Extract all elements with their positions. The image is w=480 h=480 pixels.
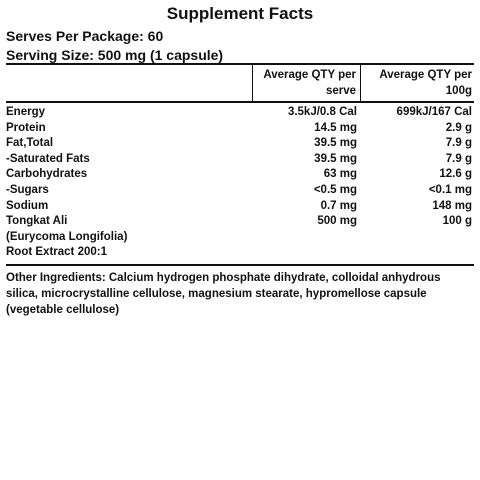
per-100g-value: 7.9 g: [445, 152, 472, 165]
table-row: -Sugars <0.5 mg <0.1 mg: [6, 183, 474, 199]
per-100g-value: 7.9 g: [445, 137, 472, 150]
per-serve-value: 39.5 mg: [314, 152, 357, 165]
per-100g-value: [361, 245, 474, 261]
nutrient-table: Energy 3.5kJ/0.8 Cal 699kJ/167 Cal Prote…: [6, 103, 474, 266]
per-serve-value: <0.5 mg: [313, 183, 357, 196]
table-row: Tongkat Ali 500 mg 100 g: [6, 214, 474, 230]
nutrient-name: Root Extract 200:1: [6, 246, 107, 259]
per-100g-value: <0.1 mg: [428, 183, 472, 196]
nutrient-name: Tongkat Ali: [6, 215, 68, 228]
table-row: Fat,Total 39.5 mg 7.9 g: [6, 136, 474, 152]
per-100g-value: [361, 230, 474, 246]
nutrient-name: Fat,Total: [6, 137, 54, 150]
per-serve-value: 0.7 mg: [320, 199, 357, 212]
table-row: Root Extract 200:1: [6, 245, 474, 261]
table-row: Protein 14.5 mg 2.9 g: [6, 121, 474, 137]
nutrient-name: Protein: [6, 121, 46, 134]
column-header-row: Average QTY per serve Average QTY per 10…: [6, 65, 474, 103]
column-header-per-serve: Average QTY per serve: [253, 65, 361, 101]
table-row: -Saturated Fats 39.5 mg 7.9 g: [6, 152, 474, 168]
nutrient-name: -Sugars: [6, 183, 49, 196]
per-serve-value: [253, 245, 361, 261]
table-row: Carbohydrates 63 mg 12.6 g: [6, 167, 474, 183]
column-header-per-100g: Average QTY per 100g: [379, 69, 472, 97]
per-serve-value: 14.5 mg: [314, 121, 357, 134]
per-serve-value: [253, 230, 361, 246]
per-serve-value: 500 mg: [317, 215, 357, 228]
nutrient-name: (Eurycoma Longifolia): [6, 230, 128, 243]
serving-size: Serving Size: 500 mg (1 capsule): [6, 46, 474, 65]
per-100g-value: 2.9 g: [445, 121, 472, 134]
column-header-blank: [6, 65, 253, 101]
per-serve-value: 39.5 mg: [314, 137, 357, 150]
other-ingredients: Other Ingredients: Calcium hydrogen phos…: [6, 271, 441, 316]
per-100g-value: 100 g: [442, 215, 472, 228]
per-100g-value: 148 mg: [432, 199, 472, 212]
nutrient-name: Sodium: [6, 199, 49, 212]
per-serve-value: 3.5kJ/0.8 Cal: [287, 106, 357, 118]
table-row: Sodium 0.7 mg 148 mg: [6, 199, 474, 215]
serves-per-package: Serves Per Package: 60: [6, 28, 164, 44]
table-row: Energy 3.5kJ/0.8 Cal 699kJ/167 Cal: [6, 105, 474, 121]
nutrient-name: Carbohydrates: [6, 168, 88, 181]
nutrient-name: -Saturated Fats: [6, 152, 90, 165]
nutrient-name: Energy: [6, 106, 45, 118]
per-100g-value: 699kJ/167 Cal: [396, 106, 472, 118]
per-100g-value: 12.6 g: [439, 168, 472, 181]
table-row: (Eurycoma Longifolia): [6, 230, 474, 246]
per-serve-value: 63 mg: [323, 168, 357, 181]
panel-title: Supplement Facts: [166, 4, 314, 23]
